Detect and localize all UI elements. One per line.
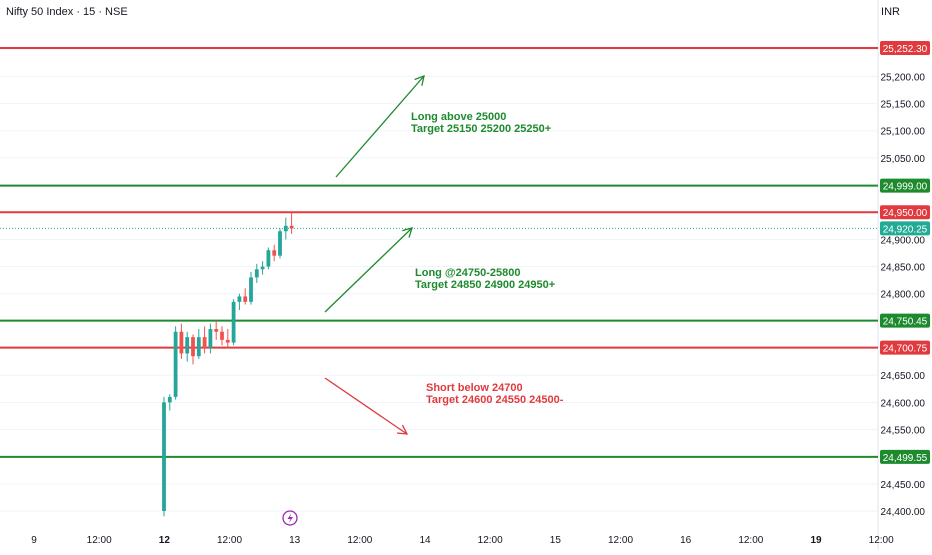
candle-body[interactable] <box>231 301 236 343</box>
candle-body[interactable] <box>225 339 230 343</box>
last-price-label: 24,920.25 <box>883 224 928 235</box>
candle-body[interactable] <box>272 250 277 256</box>
candle-body[interactable] <box>214 329 219 332</box>
annotation-text: Target 24600 24550 24500- <box>426 394 564 406</box>
annotation-arrow-line[interactable] <box>335 75 425 178</box>
x-tick-label: 13 <box>289 535 301 546</box>
lightning-icon-bolt <box>287 513 293 523</box>
y-tick-label: 24,550.00 <box>881 426 926 437</box>
candle-body[interactable] <box>220 331 224 340</box>
candle-body[interactable] <box>237 296 242 302</box>
y-tick-label: 24,400.00 <box>881 507 926 518</box>
x-tick-label: 14 <box>419 535 431 546</box>
candle-body[interactable] <box>191 337 195 357</box>
level-price-badge <box>880 41 930 55</box>
x-tick-label: 19 <box>810 535 822 546</box>
last-price-badge <box>880 221 930 236</box>
candle-body[interactable] <box>266 250 271 267</box>
x-tick-label: 12:00 <box>869 535 894 546</box>
x-tick-label: 9 <box>31 535 37 546</box>
x-tick-label: 12:00 <box>87 535 112 546</box>
level-price-label: 24,499.55 <box>883 453 928 464</box>
level-price-badge <box>880 178 930 193</box>
candle-body[interactable] <box>208 329 213 349</box>
candle-body[interactable] <box>278 231 282 256</box>
annotation-arrow-line[interactable] <box>324 377 408 435</box>
annotation-text: Long above 25000 <box>411 111 506 123</box>
y-tick-label: 25,050.00 <box>881 154 926 165</box>
candle-body[interactable] <box>254 269 259 278</box>
y-tick-label: 24,650.00 <box>881 371 926 382</box>
y-tick-label: 24,450.00 <box>881 480 926 491</box>
candle-body[interactable] <box>260 266 265 270</box>
candle-body[interactable] <box>249 277 253 302</box>
x-tick-label: 12:00 <box>217 535 242 546</box>
y-tick-label: 25,100.00 <box>881 127 926 138</box>
y-tick-label: 25,150.00 <box>881 100 926 111</box>
level-price-label: 24,700.75 <box>883 344 928 355</box>
x-tick-label: 12:00 <box>478 535 503 546</box>
y-tick-label: 24,800.00 <box>881 290 926 301</box>
candle-body[interactable] <box>283 225 288 232</box>
annotation-arrow-head <box>414 74 425 86</box>
level-price-label: 24,750.45 <box>883 317 928 328</box>
candle-body[interactable] <box>243 296 248 302</box>
candle-body[interactable] <box>196 337 201 357</box>
level-price-label: 24,950.00 <box>883 208 928 219</box>
annotation-text: Long @24750-25800 <box>415 267 521 279</box>
annotation-arrow-line[interactable] <box>324 227 413 313</box>
y-tick-label: 24,600.00 <box>881 398 926 409</box>
annotation-arrow-head <box>402 227 413 238</box>
x-tick-label: 12:00 <box>738 535 763 546</box>
level-price-badge <box>880 449 930 464</box>
x-tick-label: 16 <box>680 535 692 546</box>
y-tick-label: 24,900.00 <box>881 235 926 246</box>
annotation-text: Target 25150 25200 25250+ <box>411 123 551 135</box>
candle-body[interactable] <box>179 331 184 354</box>
symbol-title[interactable]: Nifty 50 Index · 15 · NSE <box>6 6 128 18</box>
x-tick-label: 12:00 <box>608 535 633 546</box>
level-price-badge <box>880 313 930 328</box>
x-tick-label: 12 <box>159 535 171 546</box>
annotation-text: Short below 24700 <box>426 382 523 394</box>
candle-body[interactable] <box>162 402 166 511</box>
currency-label: INR <box>881 6 900 18</box>
y-tick-label: 24,850.00 <box>881 263 926 274</box>
level-price-badge <box>880 205 930 220</box>
candle-body[interactable] <box>173 331 178 397</box>
candle-body[interactable] <box>167 396 172 403</box>
level-price-label: 25,252.30 <box>883 44 928 55</box>
y-tick-label: 25,200.00 <box>881 72 926 83</box>
x-tick-label: 12:00 <box>347 535 372 546</box>
annotation-arrow-head <box>396 424 409 435</box>
level-price-label: 24,999.00 <box>883 182 928 193</box>
candle-body[interactable] <box>185 337 190 354</box>
candle-body[interactable] <box>289 225 294 229</box>
candle-body[interactable] <box>202 337 207 349</box>
level-price-badge <box>880 340 930 355</box>
annotation-text: Target 24850 24900 24950+ <box>415 279 555 291</box>
x-tick-label: 15 <box>550 535 562 546</box>
